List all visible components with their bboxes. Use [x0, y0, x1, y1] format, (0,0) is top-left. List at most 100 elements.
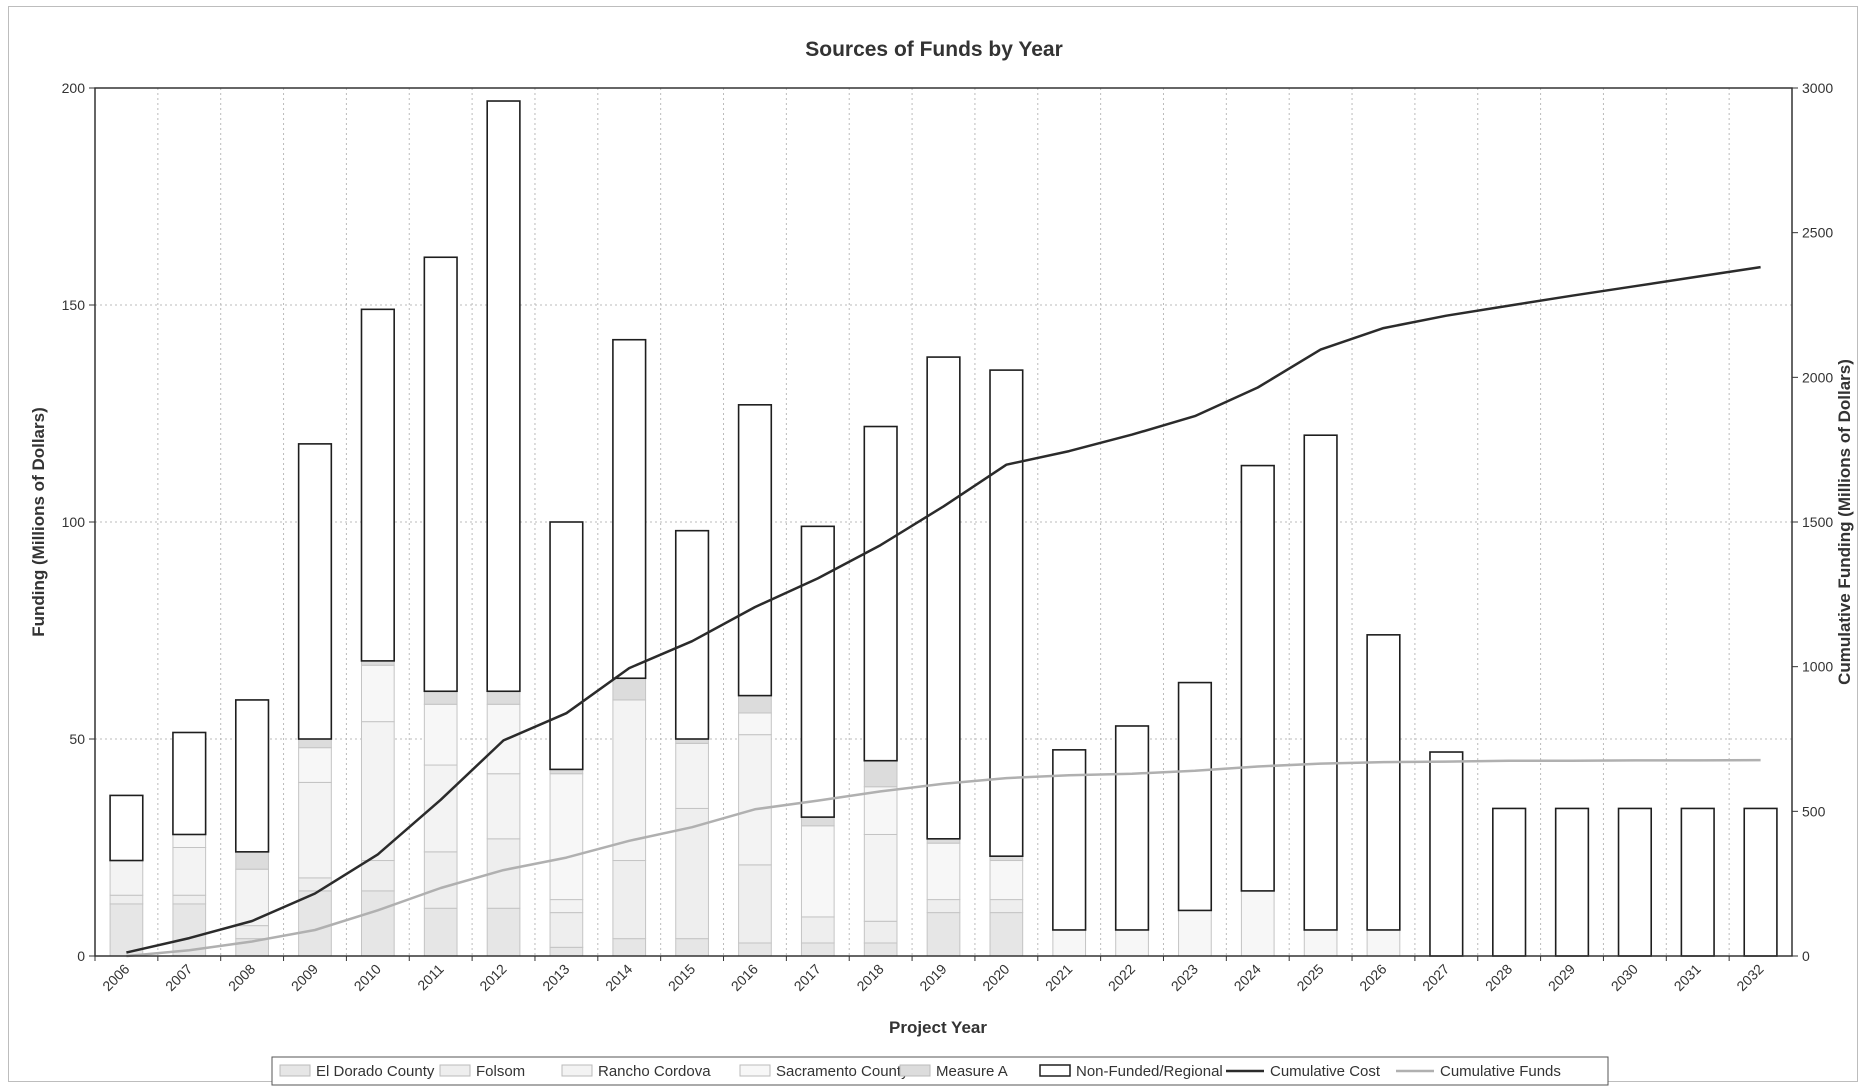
x-tick-label: 2026: [1356, 961, 1389, 994]
bar-segment-folsom: [423, 851, 458, 909]
x-tick-label: 2011: [414, 961, 447, 994]
bar-segment-el-dorado-county: [109, 903, 144, 957]
bar-segment-non-funded-regional: [1366, 634, 1401, 931]
x-axis-ticks: 2006 2007 2008 2009 2010 2011 2012 2013 2014 2015…: [94, 956, 1767, 994]
bar-segment-measure-a: [423, 690, 458, 705]
x-tick-label: 2027: [1419, 961, 1452, 994]
bar-segment-non-funded-regional: [234, 699, 270, 853]
bar-segment-non-funded-regional: [1240, 464, 1275, 892]
bar-segment-non-funded-regional: [1177, 681, 1213, 912]
bar-segment-measure-a: [738, 695, 772, 714]
bar-segment-rancho-cordova: [109, 860, 144, 896]
y2-tick-label: 2500: [1802, 225, 1833, 241]
legend-swatch-measure-a: [899, 1064, 931, 1077]
bar-segment-folsom: [549, 912, 584, 948]
legend-swatch-el-dorado-county: [279, 1064, 311, 1077]
x-tick-label: 2007: [162, 961, 195, 994]
bar-segment-el-dorado-county: [298, 890, 332, 957]
bar-segment-sacramento-county: [863, 786, 898, 835]
y2-tick-label: 500: [1802, 803, 1826, 819]
x-tick-label: 2012: [476, 961, 509, 994]
bar-segment-rancho-cordova: [298, 781, 332, 879]
bar-segment-sacramento-county: [1303, 929, 1338, 957]
bar-segment-non-funded-regional: [360, 308, 395, 662]
x-tick-label: 2032: [1733, 961, 1766, 994]
bar-segment-non-funded-regional: [423, 256, 458, 693]
bar-segment-measure-a: [235, 851, 269, 870]
bar-segment-folsom: [298, 877, 332, 892]
x-tick-label: 2010: [351, 961, 384, 994]
bar-segment-non-funded-regional: [486, 100, 521, 693]
bar-segment-folsom: [109, 894, 144, 905]
bar-segment-non-funded-regional: [1743, 807, 1778, 957]
y2-tick-label: 0: [1802, 948, 1810, 964]
bar-segment-sacramento-county: [989, 860, 1024, 901]
bar-segment-non-funded-regional: [1680, 807, 1715, 957]
bar-segment-non-funded-regional: [989, 369, 1024, 857]
bar-segment-rancho-cordova: [738, 734, 772, 866]
bar-segment-non-funded-regional: [612, 338, 647, 680]
bar-segment-sacramento-county: [298, 747, 332, 783]
x-tick-label: 2016: [728, 961, 761, 994]
bar-segment-sacramento-county: [1115, 929, 1149, 957]
x-tick-label: 2013: [539, 961, 572, 994]
bar-segment-folsom: [235, 925, 269, 940]
x-tick-label: 2028: [1482, 961, 1515, 994]
bar-segment-rancho-cordova: [172, 847, 207, 896]
bar-segment-sacramento-county: [172, 833, 207, 848]
bar-segment-non-funded-regional: [1052, 749, 1087, 931]
bar-segment-el-dorado-county: [360, 890, 395, 957]
x-tick-label: 2020: [979, 961, 1012, 994]
legend-swatch-non-funded-regional: [1039, 1064, 1071, 1077]
bar-segment-non-funded-regional: [549, 521, 584, 771]
bar-segment-non-funded-regional: [109, 794, 144, 862]
x-tick-label: 2006: [99, 961, 132, 994]
bar-segment-rancho-cordova: [549, 899, 584, 914]
x-tick-label: 2023: [1168, 961, 1201, 994]
bar-segment-rancho-cordova: [675, 742, 709, 809]
cumulative-lines: [126, 265, 1761, 958]
bar-segment-non-funded-regional: [1303, 434, 1338, 931]
bar-segment-measure-a: [486, 690, 521, 705]
bar-segment-folsom: [738, 864, 772, 944]
y2-tick-label: 1500: [1802, 514, 1833, 530]
legend-swatch-folsom: [439, 1064, 471, 1077]
bar-segment-el-dorado-county: [989, 912, 1024, 957]
y-axis-title: Funding (Millions of Dollars): [29, 407, 48, 636]
bar-segment-el-dorado-county: [926, 912, 961, 957]
legend-label-rancho-cordova: Rancho Cordova: [598, 1063, 711, 1080]
bar-segment-rancho-cordova: [612, 699, 647, 862]
bar-segment-el-dorado-county: [863, 942, 898, 957]
y2-tick-label: 2000: [1802, 369, 1833, 385]
stacked-bars: [109, 100, 1778, 957]
y-tick-label: 200: [62, 80, 86, 96]
y-tick-label: 50: [69, 731, 85, 747]
legend-label-measure-a: Measure A: [936, 1063, 1008, 1080]
bar-segment-non-funded-regional: [737, 404, 773, 697]
x-tick-label: 2031: [1670, 961, 1703, 994]
bar-segment-sacramento-county: [360, 664, 395, 723]
x-tick-label: 2025: [1293, 961, 1326, 994]
bar-segment-sacramento-county: [738, 712, 772, 736]
y2-tick-label: 1000: [1802, 659, 1833, 675]
legend-swatch-rancho-cordova: [561, 1064, 593, 1077]
bar-segment-sacramento-county: [549, 773, 584, 901]
x-tick-label: 2009: [288, 961, 321, 994]
y-tick-label: 150: [62, 297, 86, 313]
legend-box: [271, 1056, 1609, 1086]
bar-segment-folsom: [172, 894, 207, 905]
y-axis-ticks: 0 50 100 150 200: [62, 80, 95, 964]
bar-segment-rancho-cordova: [486, 773, 521, 840]
bar-segment-measure-a: [298, 738, 332, 749]
legend: El Dorado County Folsom Rancho Cordova Sacr…: [271, 1056, 1609, 1086]
legend-label-el-dorado-county: El Dorado County: [316, 1063, 435, 1080]
bar-segment-el-dorado-county: [549, 946, 584, 957]
y2-axis-title: Cumulative Funding (Millions of Dollars): [1835, 359, 1854, 685]
x-tick-label: 2030: [1608, 961, 1641, 994]
bar-segment-non-funded-regional: [1554, 807, 1590, 957]
bar-segment-measure-a: [800, 816, 835, 827]
y2-axis-ticks: 0 500 1000 1500 2000 2500 3000: [1792, 80, 1833, 964]
x-tick-label: 2017: [791, 961, 824, 994]
x-tick-label: 2029: [1545, 961, 1578, 994]
